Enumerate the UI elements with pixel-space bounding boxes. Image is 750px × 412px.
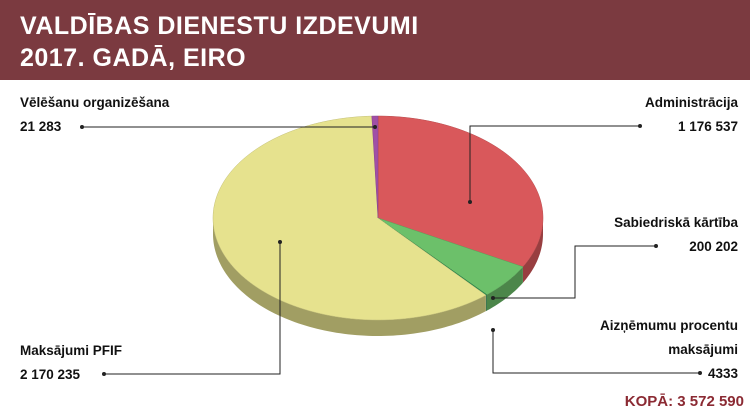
category-label: Administrācija: [644, 95, 738, 110]
dot: [491, 296, 495, 300]
label: Sabiedriskā kārtība 200 202: [614, 211, 738, 259]
label: Aizņēmumu procentu maksājumi 4333: [596, 314, 738, 386]
leader-line: [469, 125, 640, 202]
slice: [371, 115, 379, 219]
label: Vēlēšanu organizēšana 21 283: [20, 91, 169, 139]
slice-side: [522, 218, 543, 283]
dot: [468, 200, 472, 204]
dot: [278, 240, 282, 244]
value-label: 1 176 537: [677, 119, 738, 134]
pie: [212, 115, 544, 336]
slice-side: [213, 218, 486, 336]
slice-side: [486, 266, 523, 311]
header: VALDĪBAS DIENESTU IZDEVUMI 2017. GADĀ, E…: [0, 0, 750, 80]
leader-dots: [80, 124, 702, 376]
dot: [80, 125, 84, 129]
title-line: VALDĪBAS DIENESTU IZDEVUMI: [20, 12, 419, 40]
slice: [377, 217, 524, 295]
dot: [102, 372, 106, 376]
slice-side: [485, 294, 487, 312]
value-label: 21 283: [20, 119, 62, 134]
dot: [491, 328, 495, 332]
value-label: 200 202: [689, 239, 738, 254]
category-label: Aizņēmumu procentu maksājumi: [599, 318, 738, 357]
dot: [654, 244, 658, 248]
dot: [638, 124, 642, 128]
total: KOPĀ: 3 572 590: [624, 393, 744, 410]
label: Administrācija 1 176 537: [645, 91, 738, 139]
title-line: 2017. GADĀ, EIRO: [20, 44, 247, 72]
category-label: Vēlēšanu organizēšana: [20, 95, 170, 110]
value-label: 2 170 235: [20, 367, 81, 382]
slice: [212, 115, 487, 321]
category-label: Sabiedriskā kārtība: [614, 215, 738, 230]
leader-line: [492, 330, 700, 374]
category-label: Maksājumi PFIF: [20, 343, 123, 358]
label: Maksājumi PFIF 2 170 235: [20, 339, 122, 387]
value-label: 4333: [707, 366, 738, 381]
leader-line: [104, 242, 281, 375]
leader-lines: [82, 125, 700, 375]
slice: [377, 115, 544, 268]
leader-line: [493, 245, 656, 299]
dot: [698, 371, 702, 375]
dot: [373, 125, 377, 129]
